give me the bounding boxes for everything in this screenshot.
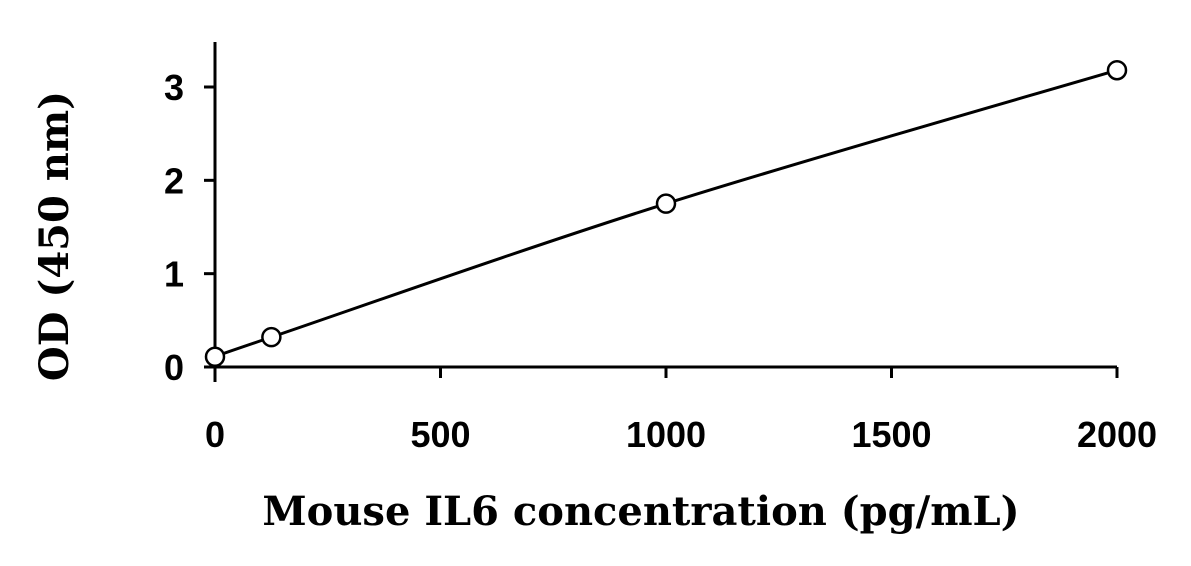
y-axis-title: OD (450 nm) xyxy=(31,91,78,381)
data-point xyxy=(261,326,282,348)
x-ticks: 0 500 1000 1500 2000 xyxy=(205,367,1157,455)
x-tick-label: 500 xyxy=(410,414,470,455)
data-point xyxy=(204,346,226,367)
y-tick-label: 2 xyxy=(164,160,184,201)
y-ticks: 0 1 2 3 xyxy=(164,67,215,388)
x-tick-label: 1000 xyxy=(626,414,706,455)
data-points xyxy=(204,59,1128,367)
data-point xyxy=(655,193,677,214)
data-point xyxy=(1106,59,1128,81)
y-tick-label: 0 xyxy=(164,347,184,388)
fit-line xyxy=(214,68,1118,359)
x-tick-label: 0 xyxy=(205,414,225,455)
x-tick-label: 1500 xyxy=(851,414,931,455)
y-tick-label: 1 xyxy=(164,254,184,295)
y-tick-label: 3 xyxy=(164,67,184,108)
plot-area: 0 1 2 3 0 500 1000 1500 2000 xyxy=(164,42,1157,455)
x-tick-label: 2000 xyxy=(1077,414,1157,455)
x-axis-title: Mouse IL6 concentration (pg/mL) xyxy=(262,488,1019,535)
